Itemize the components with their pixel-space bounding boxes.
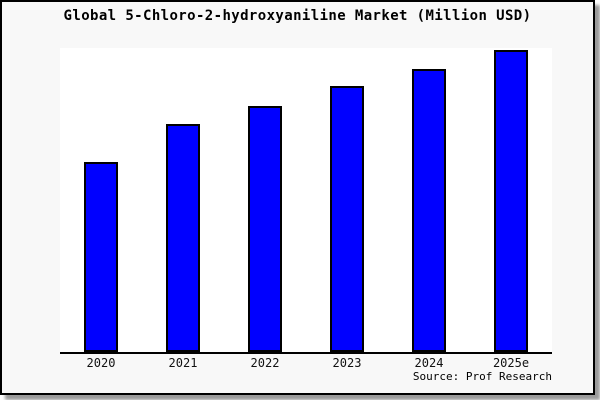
chart-title: Global 5-Chloro-2-hydroxyaniline Market … <box>63 8 532 24</box>
x-tick-label: 2025e <box>492 356 530 370</box>
bar-2025e <box>494 50 528 352</box>
x-tick-label: 2023 <box>332 356 362 370</box>
bar-2021 <box>166 124 200 352</box>
bar-slot <box>224 48 306 352</box>
bar-2020 <box>84 162 118 352</box>
x-tick-label: 2021 <box>168 356 198 370</box>
x-tick-label: 2022 <box>250 356 280 370</box>
bar-slot <box>142 48 224 352</box>
bar-slot <box>470 48 552 352</box>
bar-slot <box>60 48 142 352</box>
source-note: Source: Prof Research <box>412 370 552 383</box>
x-axis-labels: 2020 2021 2022 2023 2024 2025e <box>60 356 552 370</box>
chart-card: Global 5-Chloro-2-hydroxyaniline Market … <box>0 0 595 395</box>
x-tick-label: 2020 <box>86 356 116 370</box>
plot-area <box>60 48 552 354</box>
bar-2023 <box>330 86 364 352</box>
bars-container <box>60 48 552 352</box>
x-tick-label: 2024 <box>414 356 444 370</box>
bar-2022 <box>248 106 282 352</box>
bar-slot <box>388 48 470 352</box>
bar-2024 <box>412 69 446 352</box>
bar-slot <box>306 48 388 352</box>
